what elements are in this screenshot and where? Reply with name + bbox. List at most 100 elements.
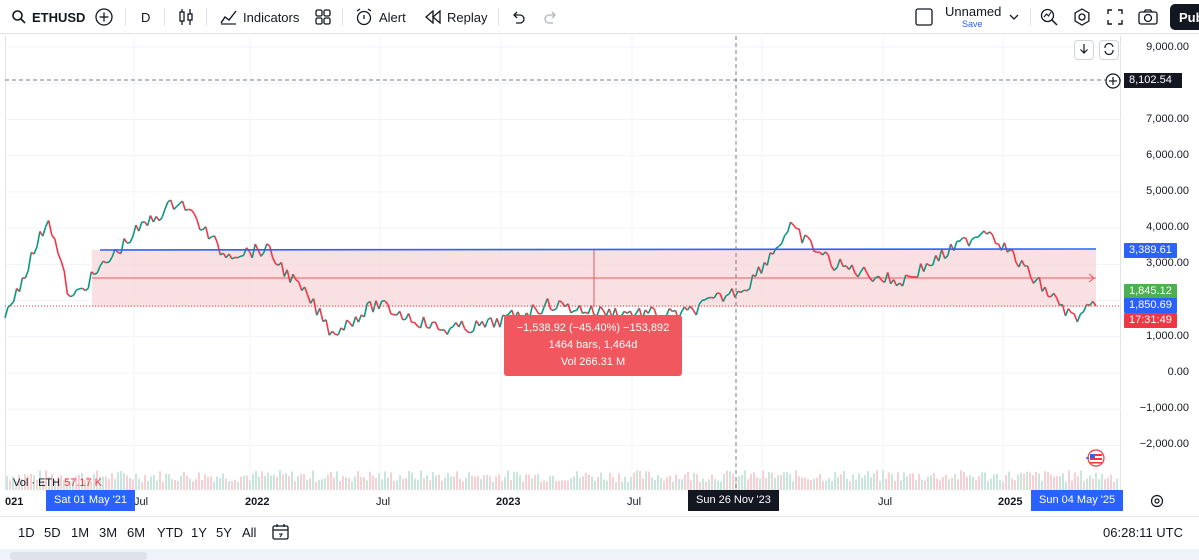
price-segment: [63, 271, 69, 294]
volume-bar: [159, 471, 161, 490]
volume-bar: [903, 472, 905, 490]
volume-bar: [789, 473, 791, 490]
volume-bar: [1086, 478, 1088, 490]
layout-menu-button[interactable]: [1009, 0, 1019, 34]
volume-bar: [498, 474, 500, 490]
crosshair-date-tag: Sun 26 Nov '23: [688, 490, 779, 511]
price-segment: [343, 319, 348, 331]
templates-button[interactable]: [315, 0, 331, 34]
layout-name[interactable]: Unnamed: [945, 4, 1002, 19]
volume-bar: [531, 478, 533, 490]
price-segment: [746, 288, 751, 292]
price-scale[interactable]: 9,000.00 7,000.00 6,000.00 5,000.00 4,00…: [1121, 36, 1199, 490]
bottom-panel-strip: [0, 549, 1199, 560]
utc-clock[interactable]: 06:28:11 UTC: [1103, 525, 1183, 540]
volume-bar: [72, 479, 74, 490]
price-segment: [196, 219, 201, 231]
scroll-to-latest-button[interactable]: [1074, 40, 1094, 60]
price-segment: [983, 230, 988, 235]
us-flag-icon[interactable]: [1085, 449, 1105, 472]
volume-legend[interactable]: Vol · ETH 57.17 K: [13, 477, 102, 489]
interval-button[interactable]: D: [141, 0, 150, 34]
publish-button[interactable]: Pub: [1170, 4, 1199, 30]
price-segment: [778, 242, 783, 247]
price-segment: [286, 269, 291, 283]
volume-bar: [645, 471, 647, 490]
price-segment: [1018, 260, 1023, 268]
fullscreen-button[interactable]: [1107, 0, 1123, 34]
volume-bar: [21, 478, 23, 490]
replay-button[interactable]: Replay: [425, 0, 487, 34]
volume-bar: [27, 476, 29, 490]
range-1d-button[interactable]: 1D: [18, 525, 35, 540]
price-segment: [335, 333, 339, 336]
price-segment: [222, 252, 227, 259]
snapshot-button[interactable]: [1138, 0, 1158, 34]
auto-scale-button[interactable]: [1099, 40, 1119, 60]
volume-bar: [90, 481, 92, 490]
volume-bar: [798, 476, 800, 490]
fullscreen-icon: [1107, 9, 1123, 25]
layout-save-label[interactable]: Save: [962, 19, 983, 29]
time-axis[interactable]: 021 Jul 2022 Jul 2023 Jul Jul 2025: [5, 490, 1121, 514]
volume-bar: [687, 471, 689, 490]
range-5d-button[interactable]: 5D: [44, 525, 61, 540]
volume-bar: [552, 475, 554, 490]
time-axis-settings-button[interactable]: [1150, 494, 1164, 513]
volume-bar: [1095, 472, 1097, 490]
volume-bar: [489, 476, 491, 490]
volume-bar: [513, 471, 515, 490]
alert-button[interactable]: Alert: [355, 0, 406, 34]
volume-bar: [888, 472, 890, 490]
volume-bar: [339, 480, 341, 490]
compare-symbol-button[interactable]: [95, 0, 113, 34]
price-segment: [428, 321, 434, 329]
volume-bar: [249, 480, 251, 490]
settings-button[interactable]: [1073, 0, 1091, 34]
price-segment: [106, 261, 110, 264]
price-tick: 9,000.00: [1146, 41, 1189, 53]
volume-bar: [303, 473, 305, 490]
range-ytd-button[interactable]: YTD: [157, 525, 183, 540]
layout-toggle-button[interactable]: [915, 0, 933, 34]
volume-bar: [621, 481, 623, 490]
price-segment: [804, 234, 809, 238]
redo-button[interactable]: [543, 0, 559, 34]
price-segment: [540, 305, 546, 315]
volume-bar: [1008, 471, 1010, 490]
price-tick: −1,000.00: [1139, 402, 1189, 414]
add-alert-plus-button[interactable]: [1105, 73, 1121, 89]
replay-label: Replay: [447, 9, 488, 25]
volume-bar: [276, 476, 278, 490]
price-segment: [413, 322, 419, 327]
range-3m-button[interactable]: 3M: [99, 525, 118, 540]
volume-bar: [759, 478, 761, 490]
volume-bar: [462, 481, 464, 490]
volume-bar: [597, 476, 599, 490]
range-all-button[interactable]: All: [242, 525, 257, 540]
range-5y-button[interactable]: 5Y: [216, 525, 232, 540]
price-segment: [328, 330, 333, 336]
price-segment: [968, 239, 973, 247]
price-segment: [1064, 308, 1070, 317]
range-1m-button[interactable]: 1M: [71, 525, 90, 540]
price-segment: [1032, 279, 1037, 284]
price-segment: [24, 270, 30, 279]
price-segment: [784, 231, 789, 237]
chart-type-button[interactable]: [178, 0, 194, 34]
quick-search-button[interactable]: [1040, 0, 1058, 34]
volume-bar: [1059, 476, 1061, 490]
symbol-search[interactable]: ETHUSD: [12, 0, 85, 34]
date-range-button[interactable]: [272, 523, 290, 546]
indicators-button[interactable]: Indicators: [220, 0, 299, 34]
range-1y-button[interactable]: 1Y: [191, 525, 207, 540]
volume-bar: [882, 470, 884, 490]
volume-bar: [324, 478, 326, 490]
price-segment: [702, 298, 706, 302]
volume-bar: [273, 474, 275, 490]
undo-button[interactable]: [510, 0, 526, 34]
volume-bar: [1017, 474, 1019, 490]
bottom-tab[interactable]: [10, 552, 147, 560]
range-6m-button[interactable]: 6M: [127, 525, 146, 540]
